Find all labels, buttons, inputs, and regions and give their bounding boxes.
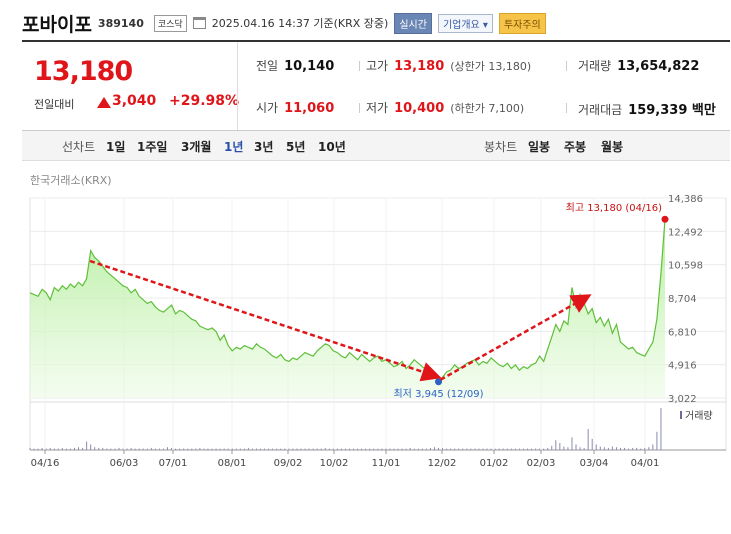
stat-prev-value: 10,140 [284,59,335,74]
chart-area-layer: 최고 13,180 (04/16) 최저 3,945 (12/09) [29,202,669,400]
y-tick-label: 4,916 [668,361,697,372]
period-tab[interactable]: 10년 [318,140,346,154]
volume-bars: 거래량 [29,408,713,450]
period-tab[interactable]: 1일 [106,140,126,154]
price-divider [237,42,238,130]
investment-warning-badge: 투자주의 [498,12,546,34]
period-toolbar: 선차트 1일 1주일 3개월 1년 3년 5년 10년 봉차트 일봉 주봉 월봉 [22,131,730,161]
price-line [29,219,666,383]
realtime-button[interactable]: 실시간 [394,12,432,34]
stat-separator [359,61,360,71]
y-tick-label: 10,598 [668,261,703,272]
stat-open: 시가 11,060 [256,99,334,116]
candle-chart-label: 봉차트 [484,140,518,154]
volume-legend-swatch [680,411,682,419]
current-price: 13,180 [34,56,133,87]
stat-high-label: 고가 [366,59,389,73]
stock-code: 389140 [97,16,144,30]
stat-amount: 거래대금 159,339 백만 [578,99,716,118]
downtrend-arrow [89,259,442,382]
line-chart-label: 선차트 [62,140,96,154]
stat-lower-limit: (하한가 7,100) [450,102,525,115]
stat-high-value: 13,180 [394,59,445,74]
x-tick-label: 07/01 [159,458,188,469]
stat-separator [359,103,360,113]
candle-tab[interactable]: 일봉 [528,140,551,154]
period-tab-active[interactable]: 1년 [224,140,244,154]
stat-low-value: 10,400 [394,101,445,116]
x-tick-label: 12/02 [428,458,457,469]
stat-prev: 전일 10,140 [256,57,334,74]
x-tick-label: 11/01 [372,458,401,469]
x-tick-label: 01/02 [480,458,509,469]
x-tick-label: 04/16 [31,458,60,469]
change-value: 3,040 [112,93,157,109]
stat-open-value: 11,060 [284,101,335,116]
market-badge: 코스닥 [153,14,187,32]
calendar-icon [192,17,206,29]
y-tick-label: 3,022 [668,394,697,405]
quote-datetime: 2025.04.16 14:37 기준(KRX 장중) [211,17,389,30]
change-label: 전일대비 [34,98,75,111]
period-tab[interactable]: 1주일 [137,140,168,154]
stats-divider [22,130,730,131]
high-annotation: 최고 13,180 (04/16) [566,202,662,214]
stat-separator [566,103,567,113]
price-summary: 13,180 전일대비 3,040 +29.98% [22,42,240,130]
candle-tab[interactable]: 주봉 [564,140,587,154]
stat-separator [566,61,567,71]
company-overview-dropdown[interactable]: 기업개요 ▾ [437,13,493,33]
x-tick-label: 04/01 [631,458,660,469]
stat-low: 저가 10,400 (하한가 7,100) [366,99,524,116]
x-tick-label: 09/02 [274,458,303,469]
x-tick-label: 10/02 [320,458,349,469]
stat-low-label: 저가 [366,101,389,115]
low-annotation: 최저 3,945 (12/09) [393,388,483,400]
stat-amount-value: 159,339 백만 [628,103,716,118]
stat-upper-limit: (상한가 13,180) [450,60,532,73]
uptrend-arrow [439,294,592,381]
x-tick-label: 03/04 [580,458,609,469]
y-tick-label: 12,492 [668,227,703,238]
candle-tab[interactable]: 월봉 [601,140,624,154]
up-arrow-icon [97,97,111,108]
period-tab[interactable]: 5년 [286,140,306,154]
change-percent: +29.98% [169,93,240,109]
volume-legend-label: 거래량 [685,410,713,422]
chart-source: 한국거래소(KRX) [30,174,112,187]
high-point [661,215,669,223]
chart-axes: 14,386 12,492 10,598 8,704 6,810 4,916 3,022 04… [31,194,703,469]
stat-volume: 거래량 13,654,822 [578,57,699,74]
header-divider [22,40,730,42]
y-tick-label: 8,704 [668,294,697,305]
x-tick-label: 06/03 [110,458,139,469]
stock-header: 포바이포 389140 코스닥 2025.04.16 14:37 기준(KRX … [22,8,546,38]
stats-panel: 전일 10,140 고가 13,180 (상한가 13,180) 거래량 13,… [238,42,730,130]
trend-arrows [89,259,592,382]
y-tick-label: 6,810 [668,327,697,338]
x-tick-label: 08/01 [218,458,247,469]
period-tab[interactable]: 3개월 [181,140,212,154]
stat-amount-label: 거래대금 [578,103,623,117]
stat-volume-value: 13,654,822 [617,59,700,74]
y-tick-label: 14,386 [668,194,703,205]
stat-prev-label: 전일 [256,59,279,73]
price-chart: 최고 13,180 (04/16) 최저 3,945 (12/09) 거래량 14… [29,194,727,469]
price-area [30,219,665,398]
period-tab[interactable]: 3년 [254,140,274,154]
x-tick-label: 02/03 [527,458,556,469]
stat-open-label: 시가 [256,101,279,115]
stat-volume-label: 거래량 [578,59,612,73]
stock-name: 포바이포 [22,13,92,36]
stat-high: 고가 13,180 (상한가 13,180) [366,57,531,74]
